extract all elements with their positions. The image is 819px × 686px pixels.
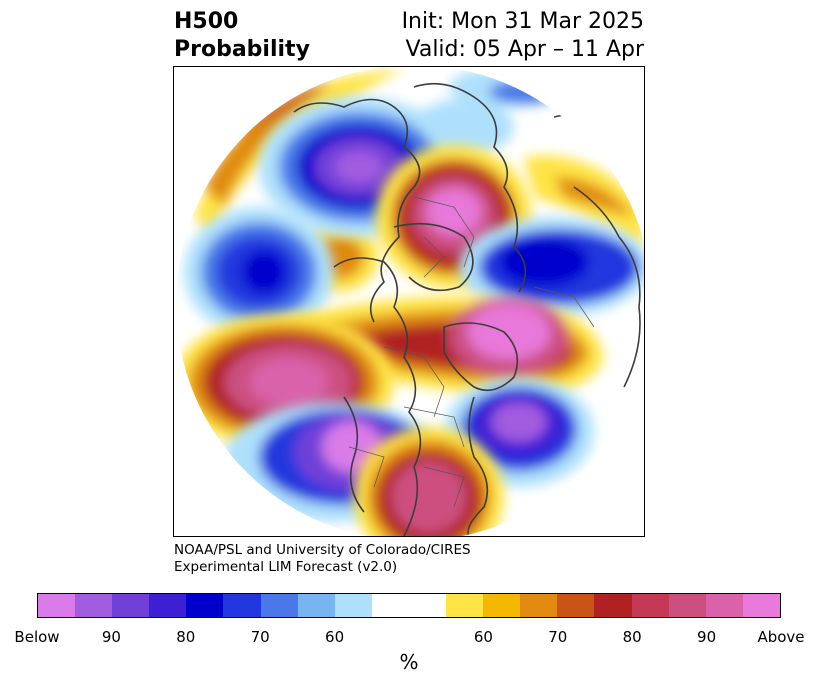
colorbar-segment xyxy=(557,594,595,617)
colorbar-segment xyxy=(631,594,669,617)
colorbar-tick-label: 90 xyxy=(101,628,121,646)
political-borders xyxy=(348,196,595,508)
colorbar-segment xyxy=(705,594,743,617)
colorbar-unit: % xyxy=(399,650,419,674)
colorbar-tick-label: 90 xyxy=(697,628,717,646)
title-quantity: Probability xyxy=(174,37,310,62)
polar-map-svg xyxy=(176,67,644,536)
colorbar-segment xyxy=(668,594,706,617)
colorbar-tick-label: Below xyxy=(14,628,60,646)
colorbar-segment xyxy=(260,594,298,617)
anomaly-field xyxy=(176,67,644,536)
credit-line-2: Experimental LIM Forecast (v2.0) xyxy=(174,559,398,575)
init-date: Init: Mon 31 Mar 2025 xyxy=(401,9,644,34)
colorbar-segment xyxy=(112,594,150,617)
colorbar-segment xyxy=(446,594,484,617)
colorbar-segment xyxy=(742,594,780,617)
colorbar-tick-label: 70 xyxy=(548,628,568,646)
colorbar-tick-label: Above xyxy=(757,628,805,646)
credit-text: NOAA/PSL and University of Colorado/CIRE… xyxy=(174,542,471,576)
colorbar-segment xyxy=(149,594,187,617)
colorbar-segment xyxy=(371,594,409,617)
colorbar-segment xyxy=(75,594,113,617)
title-variable: H500 xyxy=(174,9,239,34)
colorbar-tick-label: 60 xyxy=(473,628,493,646)
colorbar-tick-label: 60 xyxy=(325,628,345,646)
valid-range: Valid: 05 Apr – 11 Apr xyxy=(405,37,645,62)
colorbar-tick-label: 70 xyxy=(250,628,270,646)
colorbar-segment xyxy=(223,594,261,617)
colorbar-segment xyxy=(408,594,447,617)
forecast-dates: Init: Mon 31 Mar 2025 Valid: 05 Apr – 11… xyxy=(402,8,644,64)
colorbar-tick-label: 80 xyxy=(622,628,642,646)
credit-line-1: NOAA/PSL and University of Colorado/CIRE… xyxy=(174,542,471,558)
colorbar-segment xyxy=(297,594,335,617)
map-title: H500 Probability xyxy=(174,8,310,64)
probability-colorbar xyxy=(37,593,781,618)
colorbar-segment xyxy=(483,594,521,617)
colorbar-segment xyxy=(38,594,76,617)
colorbar-segment xyxy=(334,594,372,617)
colorbar-tick-label: 80 xyxy=(176,628,196,646)
colorbar-segment xyxy=(186,594,224,617)
colorbar-segment xyxy=(594,594,632,617)
probability-map xyxy=(173,66,645,537)
colorbar-segment xyxy=(520,594,558,617)
